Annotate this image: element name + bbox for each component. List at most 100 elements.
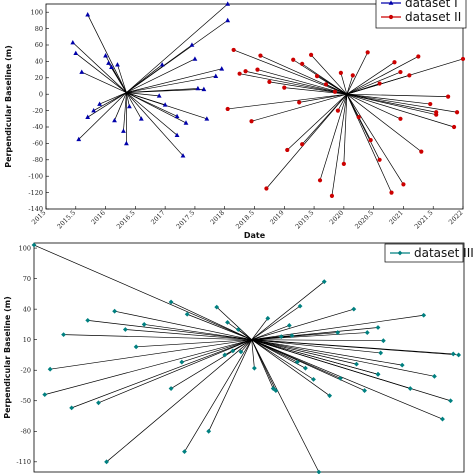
data-point (225, 106, 230, 112)
x-tick-label: 2018.5 (234, 209, 256, 231)
baseline-line (245, 70, 347, 95)
x-tick-label: 2020.5 (353, 209, 375, 231)
baseline-line (266, 93, 348, 189)
x-tick-label: 2019 (268, 209, 285, 226)
baseline-line (287, 93, 348, 151)
baseline-line (251, 327, 379, 341)
baseline-line (331, 94, 348, 196)
legend-box (384, 243, 464, 263)
baseline-line (99, 92, 127, 105)
data-point (440, 416, 445, 422)
data-point (317, 178, 323, 183)
data-point (103, 53, 108, 58)
data-point (354, 361, 359, 367)
data-point (168, 299, 174, 305)
y-tick-label: 70 (23, 275, 31, 283)
data-point (121, 128, 126, 133)
baseline-line (251, 339, 443, 420)
data-point (451, 124, 457, 130)
baseline-line (170, 301, 252, 341)
legend-label: dataset I (405, 0, 458, 10)
x-tick-label: 2017.5 (175, 209, 197, 231)
baseline-line (87, 320, 252, 341)
data-point (213, 73, 219, 78)
baseline-line (208, 339, 253, 432)
data-point (112, 117, 117, 123)
y-tick-label: -20 (21, 366, 31, 374)
data-point (314, 74, 320, 79)
data-point (278, 334, 284, 340)
baseline-line (240, 339, 252, 353)
baseline-line (251, 339, 403, 366)
y-tick-label: 60 (35, 41, 43, 49)
baseline-line (346, 94, 392, 193)
data-point (380, 338, 386, 344)
baseline-line (251, 308, 354, 341)
baseline-line (346, 56, 419, 95)
baseline-line (50, 339, 252, 370)
data-point (189, 42, 195, 47)
data-point (179, 359, 185, 365)
baseline-line (251, 339, 255, 369)
baseline-line (78, 92, 127, 140)
data-point (85, 114, 91, 119)
data-point (434, 110, 439, 115)
x-tick-label: 2021.5 (413, 209, 435, 231)
baseline-line (98, 339, 252, 404)
baseline-line (251, 339, 320, 473)
baseline-line (251, 339, 435, 377)
data-point (267, 79, 272, 84)
data-point (282, 85, 287, 90)
data-point (162, 102, 168, 107)
baseline-line (251, 332, 368, 341)
x-tick-label: 2017 (149, 209, 166, 226)
data-point (377, 157, 382, 162)
baseline-line (114, 92, 127, 121)
baseline-line (301, 63, 348, 95)
data-point (42, 392, 48, 398)
baseline-line (346, 52, 368, 95)
data-point (392, 60, 397, 65)
data-point (399, 362, 405, 368)
baseline-line (251, 339, 384, 342)
baseline-line (337, 94, 348, 111)
data-point (249, 119, 254, 124)
data-point (285, 147, 290, 153)
baseline-line (346, 94, 380, 160)
baseline-line (251, 339, 411, 389)
data-point (70, 39, 76, 45)
legend-label: dataset II (405, 10, 461, 24)
data-point (389, 190, 394, 195)
data-point (335, 108, 340, 113)
baseline-line (106, 339, 252, 463)
data-point (141, 322, 147, 327)
data-point (222, 352, 228, 358)
y-tick-label: 40 (23, 305, 31, 313)
data-point (230, 348, 236, 354)
data-point (85, 317, 91, 323)
y-tick-label: -60 (33, 140, 43, 148)
data-point (407, 386, 413, 391)
data-point (364, 330, 370, 335)
baseline-line (187, 313, 252, 341)
baseline-line (144, 324, 252, 341)
baseline-line (251, 339, 459, 356)
baseline-line (346, 93, 437, 116)
data-point (289, 333, 295, 339)
data-point (291, 57, 296, 62)
data-point (398, 69, 403, 75)
data-point (79, 69, 85, 74)
baseline-line (126, 75, 216, 93)
baseline-line (346, 61, 395, 95)
baseline-line (126, 58, 196, 93)
baseline-line (346, 93, 449, 98)
data-point (341, 161, 346, 166)
data-point (138, 116, 144, 121)
data-point (446, 94, 451, 99)
data-point (251, 365, 257, 371)
baseline-line (126, 92, 142, 119)
baseline-line (238, 329, 252, 340)
data-point (356, 115, 361, 120)
